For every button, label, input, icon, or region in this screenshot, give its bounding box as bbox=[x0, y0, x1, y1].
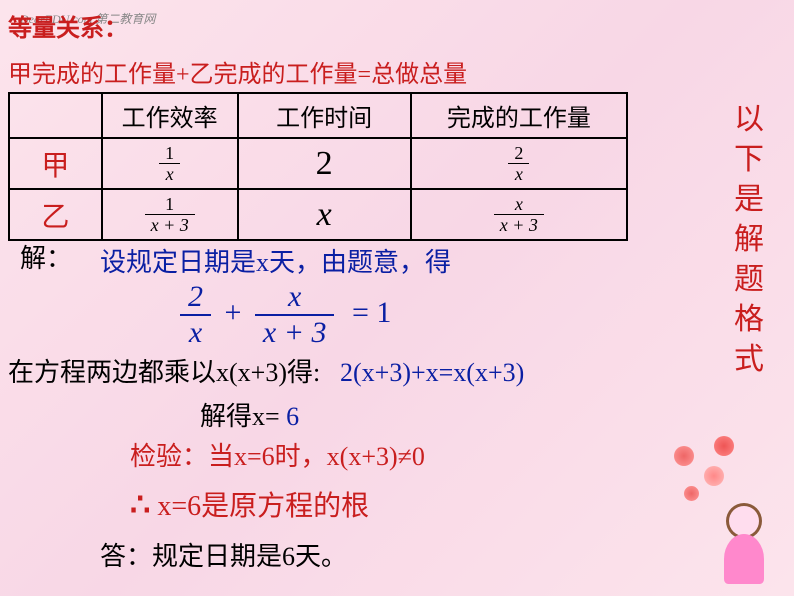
frac-den: x + 3 bbox=[145, 215, 195, 235]
cell-jia-eff: 1 x bbox=[102, 138, 238, 189]
step3-label: 解得x= bbox=[200, 402, 280, 431]
frac-num: 2 bbox=[508, 143, 529, 164]
header-done: 完成的工作量 bbox=[411, 93, 627, 138]
conclusion: ∴ x=6是原方程的根 bbox=[130, 484, 369, 524]
therefore-icon: ∴ bbox=[130, 486, 150, 522]
verify-text: 检验：当x=6时，x(x+3)≠0 bbox=[130, 436, 425, 473]
eq-den1: x bbox=[180, 316, 211, 350]
solve-label: 解： bbox=[20, 238, 72, 275]
relation-text: 甲完成的工作量+乙完成的工作量=总做总量 bbox=[8, 54, 467, 89]
frac-den: x bbox=[508, 164, 529, 184]
frac-num: 1 bbox=[145, 194, 195, 215]
cell-yi-done: x x + 3 bbox=[411, 189, 627, 240]
eq-num1: 2 bbox=[180, 280, 211, 316]
decoration-illustration bbox=[664, 426, 784, 586]
table-header-row: 工作效率 工作时间 完成的工作量 bbox=[9, 93, 627, 138]
conclude-text: x=6是原方程的根 bbox=[157, 491, 369, 522]
work-table: 工作效率 工作时间 完成的工作量 甲 1 x 2 2 x 乙 bbox=[8, 92, 628, 241]
header-time: 工作时间 bbox=[238, 93, 411, 138]
title: 等量关系： bbox=[8, 8, 128, 43]
time-val: x bbox=[317, 196, 332, 233]
row-label-jia: 甲 bbox=[9, 138, 102, 189]
header-efficiency: 工作效率 bbox=[102, 93, 238, 138]
frac-num: 1 bbox=[159, 143, 180, 164]
eq-num2: x bbox=[255, 280, 335, 316]
eq-plus: + bbox=[225, 296, 242, 329]
cell-yi-time: x bbox=[238, 189, 411, 240]
frac-den: x bbox=[159, 164, 180, 184]
eq-rhs: = 1 bbox=[352, 296, 391, 329]
header-blank bbox=[9, 93, 102, 138]
frac-num: x bbox=[494, 194, 544, 215]
step3-value: 6 bbox=[286, 402, 299, 431]
table-row-jia: 甲 1 x 2 2 x bbox=[9, 138, 627, 189]
solve-setup: 设规定日期是x天，由题意，得 bbox=[100, 242, 451, 279]
eq-den2: x + 3 bbox=[255, 316, 335, 350]
time-val: 2 bbox=[316, 145, 333, 182]
step2-equation: 2(x+3)+x=x(x+3) bbox=[340, 358, 524, 388]
step3: 解得x= 6 bbox=[200, 396, 299, 433]
frac-den: x + 3 bbox=[494, 215, 544, 235]
table-row-yi: 乙 1 x + 3 x x x + 3 bbox=[9, 189, 627, 240]
main-equation: 2 x + x x + 3 = 1 bbox=[180, 280, 391, 350]
answer-text: 答：规定日期是6天。 bbox=[100, 536, 347, 573]
cell-jia-time: 2 bbox=[238, 138, 411, 189]
step2-label: 在方程两边都乘以x(x+3)得: bbox=[8, 352, 320, 389]
cell-yi-eff: 1 x + 3 bbox=[102, 189, 238, 240]
cell-jia-done: 2 x bbox=[411, 138, 627, 189]
side-label: 以下是解题格式 bbox=[734, 100, 764, 380]
row-label-yi: 乙 bbox=[9, 189, 102, 240]
